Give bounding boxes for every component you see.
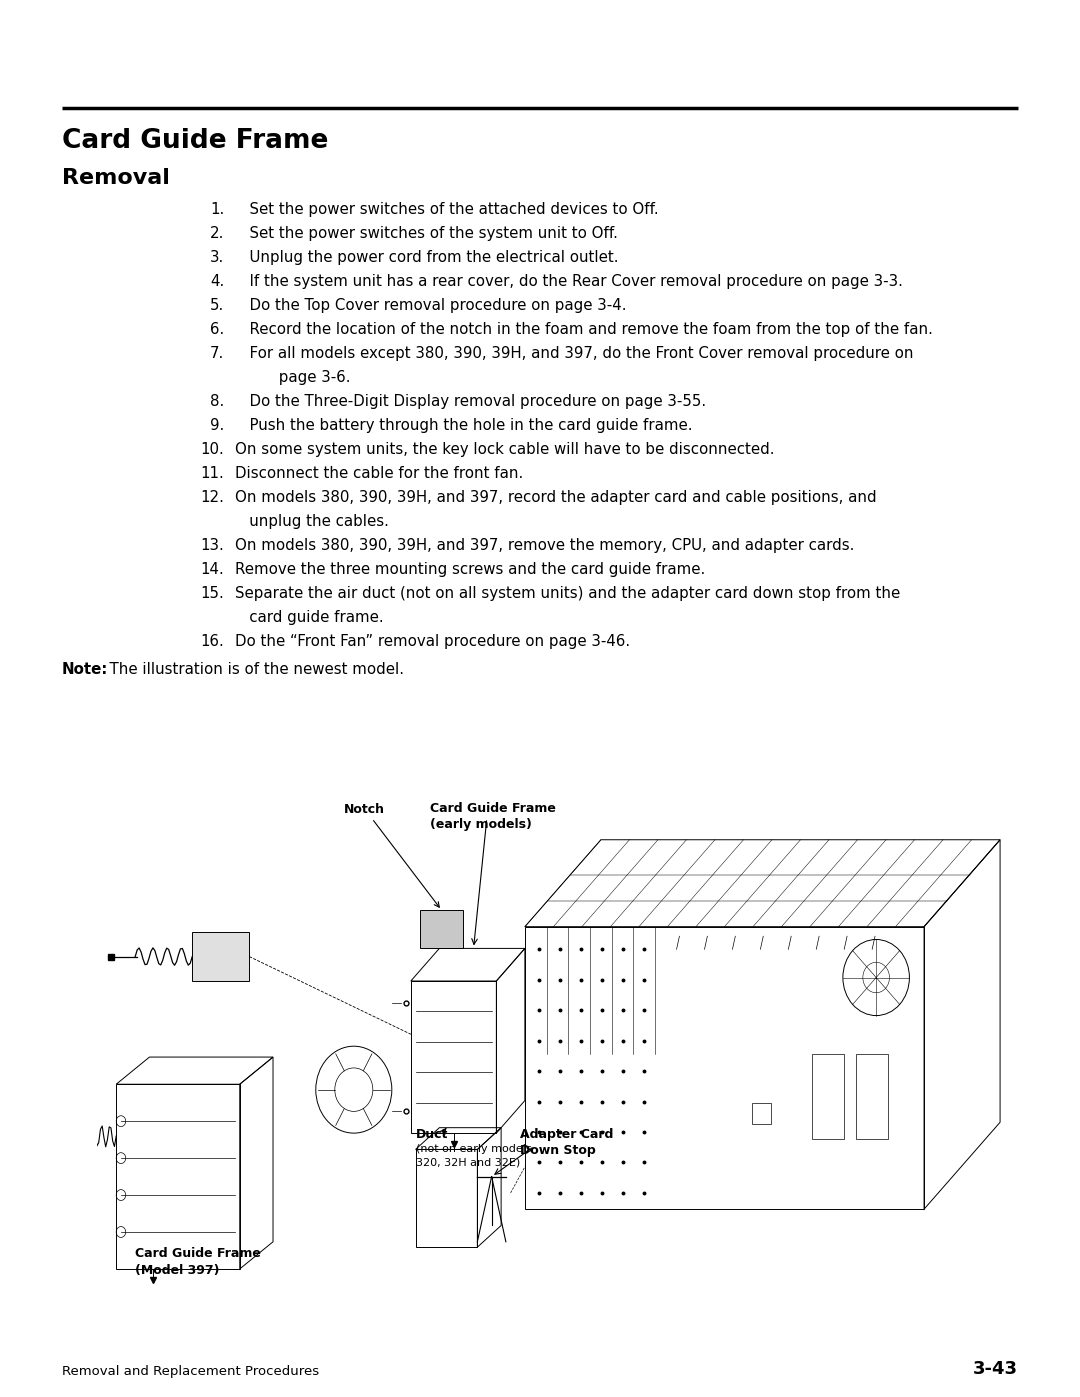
- Text: Do the Three-Digit Display removal procedure on page 3-55.: Do the Three-Digit Display removal proce…: [240, 394, 706, 409]
- Text: On models 380, 390, 39H, and 397, remove the memory, CPU, and adapter cards.: On models 380, 390, 39H, and 397, remove…: [235, 538, 854, 553]
- Text: Note:: Note:: [62, 662, 108, 678]
- Text: Set the power switches of the attached devices to Off.: Set the power switches of the attached d…: [240, 203, 659, 217]
- Text: Adapter Card: Adapter Card: [521, 1127, 613, 1141]
- Polygon shape: [420, 911, 463, 949]
- Text: unplug the cables.: unplug the cables.: [235, 514, 389, 529]
- Text: Card Guide Frame: Card Guide Frame: [62, 129, 328, 154]
- Text: The illustration is of the newest model.: The illustration is of the newest model.: [100, 662, 404, 678]
- Text: 2.: 2.: [210, 226, 225, 242]
- Text: 9.: 9.: [210, 418, 225, 433]
- Text: 320, 32H and 32E): 320, 32H and 32E): [416, 1157, 519, 1166]
- Text: (Model 397): (Model 397): [135, 1263, 219, 1277]
- Text: Push the battery through the hole in the card guide frame.: Push the battery through the hole in the…: [240, 418, 692, 433]
- Text: 10.: 10.: [200, 441, 224, 457]
- Text: page 3-6.: page 3-6.: [255, 370, 351, 386]
- Text: (not on early models: (not on early models: [416, 1144, 531, 1154]
- Text: (early models): (early models): [430, 819, 531, 831]
- Text: card guide frame.: card guide frame.: [235, 610, 383, 624]
- Text: 1.: 1.: [210, 203, 225, 217]
- Text: Card Guide Frame: Card Guide Frame: [135, 1248, 261, 1260]
- Text: Duct: Duct: [416, 1127, 448, 1141]
- Text: Unplug the power cord from the electrical outlet.: Unplug the power cord from the electrica…: [240, 250, 619, 265]
- Polygon shape: [192, 932, 249, 981]
- Text: On some system units, the key lock cable will have to be disconnected.: On some system units, the key lock cable…: [235, 441, 774, 457]
- Text: Remove the three mounting screws and the card guide frame.: Remove the three mounting screws and the…: [235, 562, 705, 577]
- Text: Set the power switches of the system unit to Off.: Set the power switches of the system uni…: [240, 226, 618, 242]
- Text: 6.: 6.: [210, 321, 225, 337]
- Text: 3.: 3.: [210, 250, 225, 265]
- Text: 8.: 8.: [210, 394, 225, 409]
- Text: Notch: Notch: [345, 803, 440, 907]
- Text: Card Guide Frame: Card Guide Frame: [430, 802, 556, 814]
- Text: 14.: 14.: [200, 562, 224, 577]
- Text: Separate the air duct (not on all system units) and the adapter card down stop f: Separate the air duct (not on all system…: [235, 585, 901, 601]
- Text: 12.: 12.: [200, 490, 224, 504]
- Text: Do the “Front Fan” removal procedure on page 3-46.: Do the “Front Fan” removal procedure on …: [235, 634, 630, 650]
- Text: 4.: 4.: [210, 274, 225, 289]
- Text: For all models except 380, 390, 39H, and 397, do the Front Cover removal procedu: For all models except 380, 390, 39H, and…: [240, 346, 914, 360]
- Text: 7.: 7.: [210, 346, 225, 360]
- Text: Record the location of the notch in the foam and remove the foam from the top of: Record the location of the notch in the …: [240, 321, 933, 337]
- Text: 15.: 15.: [200, 585, 224, 601]
- Text: On models 380, 390, 39H, and 397, record the adapter card and cable positions, a: On models 380, 390, 39H, and 397, record…: [235, 490, 877, 504]
- Text: Down Stop: Down Stop: [521, 1144, 596, 1157]
- Text: Removal and Replacement Procedures: Removal and Replacement Procedures: [62, 1365, 319, 1377]
- Text: Removal: Removal: [62, 168, 170, 189]
- Text: Disconnect the cable for the front fan.: Disconnect the cable for the front fan.: [235, 467, 523, 481]
- Text: If the system unit has a rear cover, do the Rear Cover removal procedure on page: If the system unit has a rear cover, do …: [240, 274, 903, 289]
- Text: 13.: 13.: [200, 538, 224, 553]
- Text: 5.: 5.: [210, 298, 225, 313]
- Text: 3-43: 3-43: [973, 1361, 1018, 1377]
- Text: Do the Top Cover removal procedure on page 3-4.: Do the Top Cover removal procedure on pa…: [240, 298, 626, 313]
- Text: 11.: 11.: [200, 467, 224, 481]
- Text: 16.: 16.: [200, 634, 224, 650]
